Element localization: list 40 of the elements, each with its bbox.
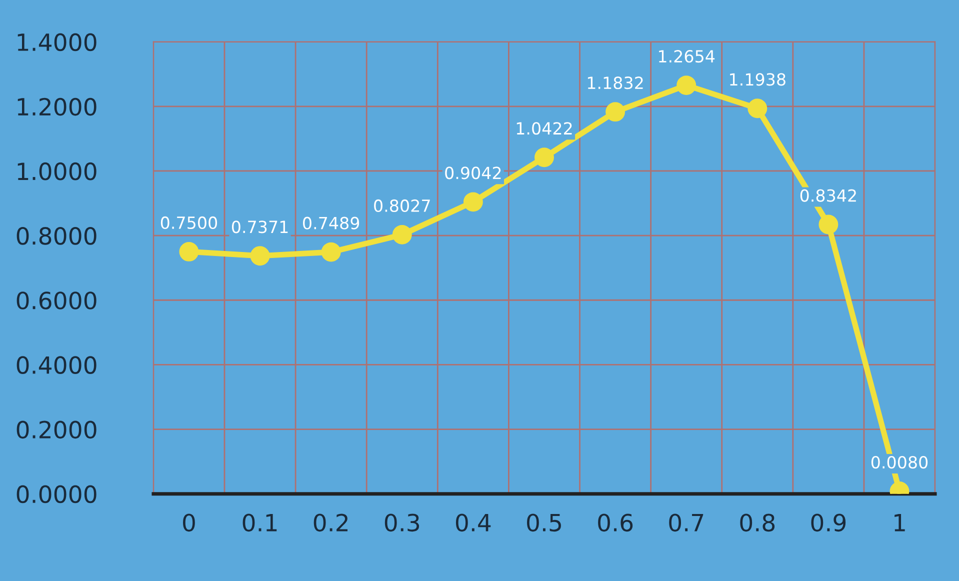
y-tick-label: 0.2000 [16, 420, 96, 439]
point [179, 242, 199, 262]
point [321, 242, 341, 262]
y-tick-label: 0.6000 [16, 292, 96, 310]
data-label: 0.0080 [871, 456, 928, 469]
x-tick-label: 0.9 [811, 514, 846, 532]
x-tick-label: 0.4 [456, 514, 491, 532]
point [748, 98, 768, 118]
point [818, 214, 838, 234]
y-tick-label: 1.0000 [18, 162, 96, 180]
x-tick-label: 0.1 [242, 514, 277, 532]
y-tick-label: 0.4000 [16, 356, 96, 374]
point [392, 224, 412, 244]
data-label: 0.8342 [800, 189, 856, 202]
data-label: 0.7371 [232, 220, 288, 234]
point [676, 76, 696, 96]
data-label: 0.8027 [374, 199, 430, 212]
x-tick-label: 0 [183, 514, 195, 532]
y-tick-label: 1.4000 [18, 33, 96, 52]
x-tick-label: 0.2 [314, 514, 348, 532]
data-label: 1.0422 [516, 122, 572, 135]
point [606, 102, 626, 122]
data-label: 1.1832 [588, 76, 643, 90]
point [250, 246, 270, 266]
point [534, 148, 554, 168]
x-tick-label: 0.8 [740, 514, 775, 532]
x-tick-label: 0.3 [384, 514, 420, 532]
y-tick-label: 0.0000 [16, 485, 96, 504]
data-label: 1.2654 [659, 50, 715, 63]
x-tick-label: 0.5 [527, 514, 561, 532]
point [463, 192, 483, 212]
y-tick-label: 1.2000 [18, 98, 96, 116]
data-label: 0.7500 [160, 216, 218, 230]
data-label: 0.7489 [303, 216, 360, 230]
data-label: 0.9042 [445, 166, 501, 180]
data-label: 1.1938 [730, 73, 786, 86]
x-tick-label: 0.6 [598, 514, 633, 532]
x-tick-label: 1 [894, 514, 905, 532]
x-tick-label: 0.7 [669, 514, 704, 532]
y-tick-label: 0.8000 [16, 227, 96, 245]
